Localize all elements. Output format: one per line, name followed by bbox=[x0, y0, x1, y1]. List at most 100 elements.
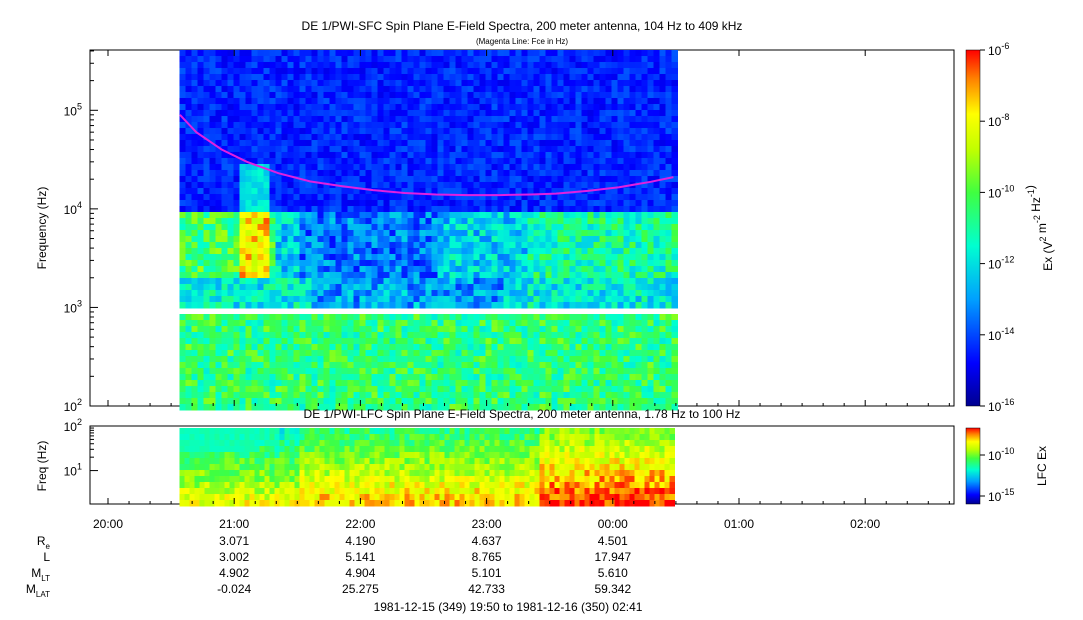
sfc-cell bbox=[197, 50, 204, 57]
sfc-cell bbox=[479, 380, 486, 387]
sfc-cell bbox=[263, 74, 270, 81]
sfc-cell bbox=[311, 62, 318, 69]
sfc-cell bbox=[455, 110, 462, 117]
sfc-cell bbox=[269, 194, 276, 201]
sfc-cell bbox=[419, 356, 426, 363]
sfc-cell bbox=[245, 302, 252, 309]
sfc-cell bbox=[371, 80, 378, 87]
sfc-cell bbox=[479, 314, 486, 321]
sfc-cell bbox=[245, 152, 252, 159]
sfc-cell bbox=[269, 224, 276, 231]
sfc-cell bbox=[281, 260, 288, 267]
sfc-cell bbox=[479, 326, 486, 333]
sfc-cell bbox=[671, 326, 678, 333]
sfc-cell bbox=[365, 158, 372, 165]
sfc-cell bbox=[455, 356, 462, 363]
sfc-cell bbox=[533, 230, 540, 237]
sfc-cell bbox=[377, 314, 384, 321]
sfc-cell bbox=[515, 386, 522, 393]
sfc-cell bbox=[635, 104, 642, 111]
sfc-cell bbox=[185, 236, 192, 243]
sfc-cell bbox=[335, 326, 342, 333]
sfc-cell bbox=[389, 110, 396, 117]
sfc-cell bbox=[245, 116, 252, 123]
sfc-cell bbox=[497, 170, 504, 177]
sfc-cell bbox=[395, 314, 402, 321]
sfc-cell bbox=[269, 296, 276, 303]
sfc-cell bbox=[617, 158, 624, 165]
sfc-cell bbox=[275, 404, 282, 411]
sfc-cell bbox=[449, 398, 456, 405]
sfc-cell bbox=[209, 200, 216, 207]
sfc-cell bbox=[371, 356, 378, 363]
sfc-cell bbox=[389, 200, 396, 207]
sfc-cell bbox=[653, 146, 660, 153]
sfc-cell bbox=[353, 338, 360, 345]
sfc-cell bbox=[455, 98, 462, 105]
sfc-cell bbox=[191, 344, 198, 351]
sfc-cell bbox=[401, 200, 408, 207]
sfc-cell bbox=[305, 404, 312, 411]
sfc-cell bbox=[347, 62, 354, 69]
sfc-cell bbox=[215, 116, 222, 123]
sfc-cell bbox=[425, 314, 432, 321]
sfc-cell bbox=[563, 380, 570, 387]
sfc-cell bbox=[371, 104, 378, 111]
sfc-cell bbox=[629, 344, 636, 351]
sfc-cell bbox=[353, 116, 360, 123]
sfc-cell bbox=[509, 404, 516, 411]
sfc-cell bbox=[593, 338, 600, 345]
sfc-cell bbox=[317, 326, 324, 333]
sfc-cell bbox=[287, 344, 294, 351]
sfc-cell bbox=[611, 374, 618, 381]
sfc-cell bbox=[407, 284, 414, 291]
sfc-cell bbox=[641, 356, 648, 363]
sfc-cell bbox=[245, 206, 252, 213]
sfc-cell bbox=[341, 332, 348, 339]
sfc-cell bbox=[287, 182, 294, 189]
sfc-cell bbox=[545, 236, 552, 243]
sfc-cell bbox=[665, 326, 672, 333]
sfc-cell bbox=[647, 146, 654, 153]
sfc-cell bbox=[395, 386, 402, 393]
sfc-cell bbox=[341, 362, 348, 369]
sfc-cell bbox=[257, 302, 264, 309]
sfc-cell bbox=[335, 404, 342, 411]
sfc-cell bbox=[473, 272, 480, 279]
sfc-cell bbox=[401, 332, 408, 339]
sfc-cell bbox=[587, 260, 594, 267]
sfc-cell bbox=[623, 80, 630, 87]
sfc-cell bbox=[377, 200, 384, 207]
sfc-cell bbox=[239, 344, 246, 351]
sfc-cell bbox=[293, 260, 300, 267]
sfc-cell bbox=[467, 230, 474, 237]
sfc-cell bbox=[593, 242, 600, 249]
sfc-cell bbox=[569, 332, 576, 339]
sfc-cell bbox=[485, 338, 492, 345]
sfc-cell bbox=[431, 170, 438, 177]
sfc-cell bbox=[317, 194, 324, 201]
sfc-cell bbox=[425, 194, 432, 201]
sfc-cell bbox=[347, 146, 354, 153]
sfc-cell bbox=[617, 218, 624, 225]
sfc-cell bbox=[359, 260, 366, 267]
sfc-cell bbox=[641, 206, 648, 213]
sfc-cell bbox=[671, 98, 678, 105]
sfc-cell bbox=[191, 164, 198, 171]
sfc-cell bbox=[515, 236, 522, 243]
sfc-cell bbox=[599, 296, 606, 303]
sfc-cell bbox=[239, 362, 246, 369]
sfc-cell bbox=[413, 68, 420, 75]
sfc-cell bbox=[341, 86, 348, 93]
sfc-cell bbox=[647, 272, 654, 279]
sfc-cell bbox=[437, 164, 444, 171]
sfc-cell bbox=[503, 206, 510, 213]
sfc-cell bbox=[203, 74, 210, 81]
sfc-cell bbox=[377, 248, 384, 255]
sfc-cell bbox=[593, 290, 600, 297]
sfc-cell bbox=[365, 260, 372, 267]
sfc-cell bbox=[215, 140, 222, 147]
sfc-cell bbox=[299, 206, 306, 213]
sfc-cell bbox=[653, 362, 660, 369]
sfc-cell bbox=[605, 326, 612, 333]
